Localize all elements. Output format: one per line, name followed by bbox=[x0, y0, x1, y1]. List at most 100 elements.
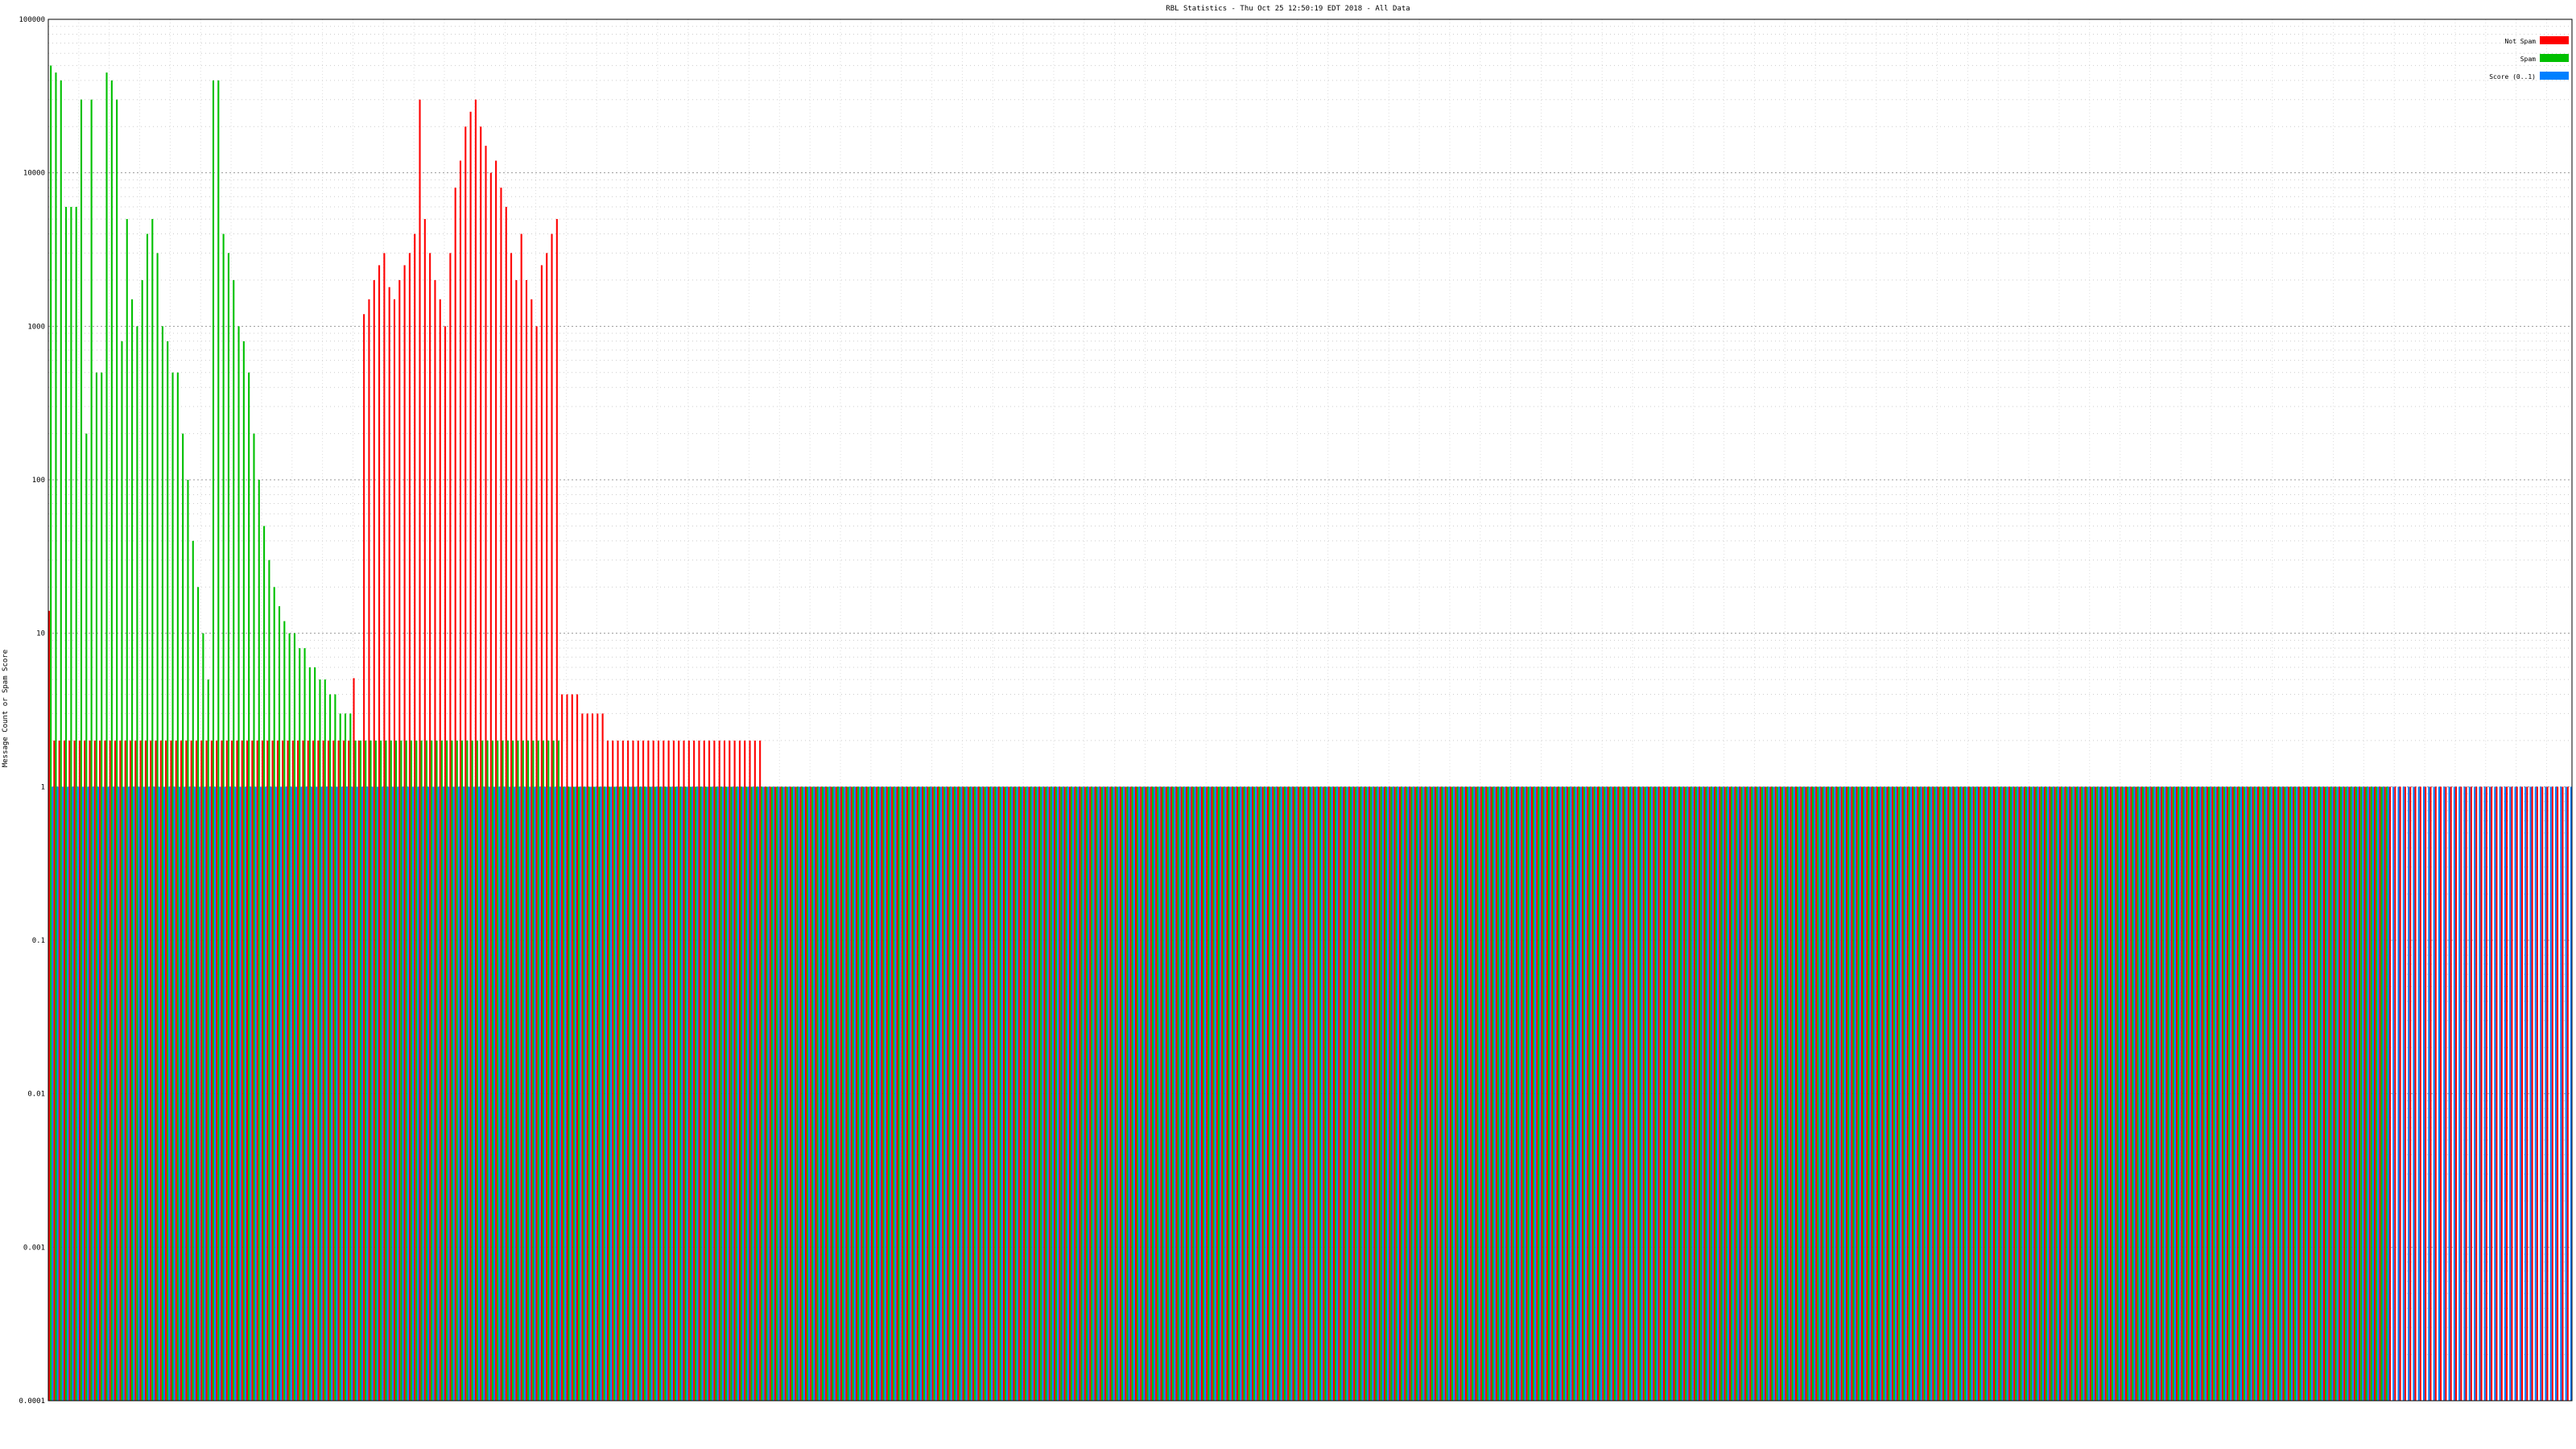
bar-spam bbox=[1883, 786, 1885, 1401]
bar-score-0-1 bbox=[2433, 786, 2435, 1401]
bar-score-0-1 bbox=[1909, 786, 1912, 1401]
bar-score-0-1 bbox=[1630, 786, 1633, 1401]
bar-spam bbox=[2147, 786, 2149, 1401]
bar-spam bbox=[654, 786, 656, 1401]
bar-not-spam bbox=[1068, 786, 1071, 1401]
bar-not-spam bbox=[921, 786, 924, 1401]
bar-score-0-1 bbox=[2270, 786, 2273, 1401]
bar-spam bbox=[1857, 786, 1860, 1401]
bar-not-spam bbox=[1501, 786, 1503, 1401]
bar-not-spam bbox=[2165, 786, 2168, 1401]
bar-score-0-1 bbox=[1006, 786, 1009, 1401]
bar-score-0-1 bbox=[1224, 786, 1227, 1401]
bar-spam bbox=[1908, 786, 1910, 1401]
bar-not-spam bbox=[2536, 786, 2538, 1401]
bar-not-spam bbox=[2363, 786, 2366, 1401]
bar-spam bbox=[827, 786, 829, 1401]
bar-not-spam bbox=[886, 786, 888, 1401]
bar-score-0-1 bbox=[559, 786, 562, 1401]
bar-score-0-1 bbox=[1823, 786, 1826, 1401]
bar-not-spam bbox=[815, 786, 817, 1401]
bar-score-0-1 bbox=[2448, 786, 2450, 1401]
bar-score-0-1 bbox=[1696, 786, 1699, 1401]
bar-spam bbox=[461, 740, 464, 1401]
bar-not-spam bbox=[1602, 786, 1604, 1401]
bar-spam bbox=[1522, 786, 1525, 1401]
bar-score-0-1 bbox=[1869, 786, 1872, 1401]
bar-score-0-1 bbox=[1438, 786, 1440, 1401]
bar-score-0-1 bbox=[2326, 786, 2329, 1401]
bar-not-spam bbox=[1216, 786, 1218, 1401]
bar-not-spam bbox=[73, 740, 76, 1401]
bar-score-0-1 bbox=[2453, 786, 2455, 1401]
bars-layer bbox=[48, 65, 2572, 1402]
bar-score-0-1 bbox=[1889, 786, 1892, 1401]
bar-not-spam bbox=[1521, 786, 1523, 1401]
bar-not-spam bbox=[78, 740, 80, 1401]
bar-not-spam bbox=[1942, 786, 1944, 1401]
bar-not-spam bbox=[830, 786, 832, 1401]
bar-not-spam bbox=[840, 786, 843, 1401]
bar-score-0-1 bbox=[2509, 786, 2512, 1401]
bar-not-spam bbox=[870, 786, 873, 1401]
bar-spam bbox=[2248, 786, 2251, 1401]
bar-spam bbox=[1289, 786, 1291, 1401]
bar-not-spam bbox=[1622, 786, 1624, 1401]
bar-not-spam bbox=[667, 740, 670, 1401]
bar-score-0-1 bbox=[52, 786, 54, 1401]
bar-score-0-1 bbox=[331, 786, 333, 1401]
bar-score-0-1 bbox=[2311, 786, 2314, 1401]
bar-spam bbox=[1538, 786, 1540, 1401]
bar-not-spam bbox=[2293, 786, 2295, 1401]
bar-spam bbox=[1700, 786, 1703, 1401]
bar-score-0-1 bbox=[1960, 786, 1963, 1401]
bar-spam bbox=[842, 786, 844, 1401]
bar-not-spam bbox=[1327, 786, 1330, 1401]
bar-not-spam bbox=[150, 740, 152, 1401]
bar-not-spam bbox=[1261, 786, 1264, 1401]
bar-score-0-1 bbox=[259, 786, 262, 1401]
bar-score-0-1 bbox=[1798, 786, 1801, 1401]
bar-not-spam bbox=[936, 786, 939, 1401]
bar-score-0-1 bbox=[1839, 786, 1841, 1401]
bar-not-spam bbox=[663, 740, 665, 1401]
bar-score-0-1 bbox=[1138, 786, 1141, 1401]
bar-not-spam bbox=[2551, 786, 2553, 1401]
bar-score-0-1 bbox=[142, 786, 145, 1401]
bar-not-spam bbox=[1673, 786, 1675, 1401]
bar-score-0-1 bbox=[930, 786, 932, 1401]
bar-spam bbox=[141, 279, 143, 1402]
bar-spam bbox=[689, 786, 691, 1401]
bar-score-0-1 bbox=[2092, 786, 2095, 1401]
bar-not-spam bbox=[1312, 786, 1315, 1401]
bar-spam bbox=[964, 786, 966, 1401]
bar-spam bbox=[451, 740, 453, 1401]
bar-spam bbox=[440, 740, 443, 1401]
bar-score-0-1 bbox=[945, 786, 947, 1401]
bar-score-0-1 bbox=[935, 786, 937, 1401]
bar-spam bbox=[1461, 786, 1463, 1401]
bar-not-spam bbox=[977, 786, 980, 1401]
bar-score-0-1 bbox=[1727, 786, 1729, 1401]
bar-spam bbox=[385, 740, 387, 1401]
bar-score-0-1 bbox=[2026, 786, 2029, 1401]
bar-not-spam bbox=[1383, 786, 1386, 1401]
bar-score-0-1 bbox=[2331, 786, 2334, 1401]
bar-spam bbox=[1553, 786, 1555, 1401]
bar-score-0-1 bbox=[402, 786, 404, 1401]
bar-not-spam bbox=[119, 740, 122, 1401]
y-tick-label: 0.1 bbox=[32, 937, 45, 945]
bar-not-spam bbox=[124, 740, 126, 1401]
bar-spam bbox=[2334, 786, 2337, 1401]
bar-spam bbox=[1619, 786, 1621, 1401]
bar-spam bbox=[268, 559, 270, 1402]
bar-score-0-1 bbox=[2032, 786, 2034, 1401]
bar-not-spam bbox=[855, 786, 858, 1401]
bar-not-spam bbox=[1612, 786, 1614, 1401]
bar-spam bbox=[1487, 786, 1489, 1401]
bar-score-0-1 bbox=[1900, 786, 1902, 1401]
bar-score-0-1 bbox=[1808, 786, 1810, 1401]
bar-score-0-1 bbox=[188, 786, 191, 1401]
bar-not-spam bbox=[555, 219, 558, 1401]
bar-spam bbox=[1298, 786, 1301, 1401]
